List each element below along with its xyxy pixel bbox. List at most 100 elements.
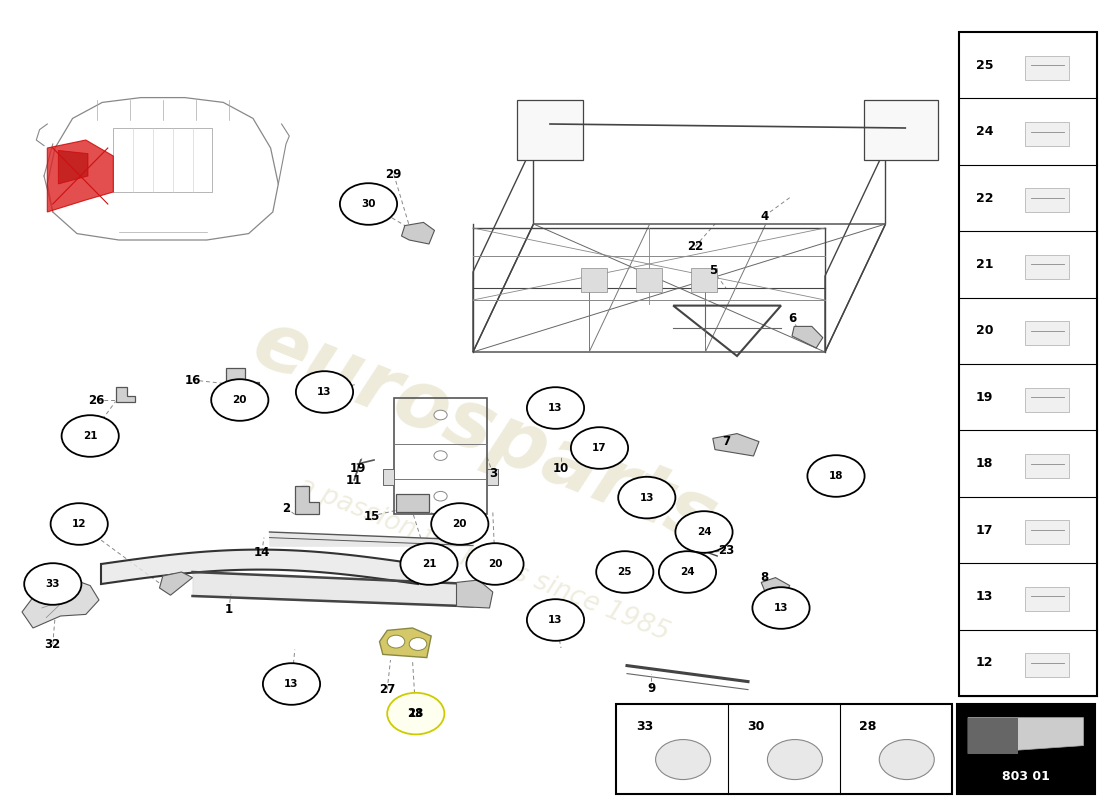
Circle shape (431, 503, 488, 545)
Polygon shape (160, 572, 192, 595)
Circle shape (618, 477, 675, 518)
Text: 33: 33 (45, 579, 60, 589)
Text: 4: 4 (760, 210, 769, 222)
Circle shape (211, 379, 268, 421)
Text: 26: 26 (89, 394, 104, 406)
Text: 15: 15 (364, 510, 380, 522)
Polygon shape (713, 434, 759, 456)
Text: 13: 13 (408, 709, 424, 718)
Bar (383, 469, 394, 485)
Text: 21: 21 (976, 258, 993, 271)
Text: 27: 27 (379, 683, 395, 696)
Text: 20: 20 (976, 324, 993, 338)
Text: 13: 13 (639, 493, 654, 502)
Text: 7: 7 (722, 435, 730, 448)
Bar (394, 398, 487, 514)
Text: 5: 5 (708, 264, 717, 277)
Bar (636, 268, 662, 292)
Bar (959, 32, 1097, 696)
Bar (487, 469, 498, 485)
Text: 13: 13 (548, 403, 563, 413)
Bar (1025, 122, 1069, 146)
Bar (581, 268, 607, 292)
Text: 17: 17 (976, 523, 993, 537)
Text: 22: 22 (976, 191, 993, 205)
Circle shape (340, 183, 397, 225)
Text: 29: 29 (386, 168, 402, 181)
Circle shape (51, 503, 108, 545)
Text: 8: 8 (760, 571, 769, 584)
Text: 13: 13 (284, 679, 299, 689)
Circle shape (387, 635, 405, 648)
Bar (1025, 322, 1069, 346)
Text: 9: 9 (647, 682, 656, 694)
Text: 17: 17 (592, 443, 607, 453)
Circle shape (263, 663, 320, 705)
Text: 25: 25 (976, 58, 993, 72)
Text: 20: 20 (452, 519, 468, 529)
Bar (616, 704, 952, 794)
Text: 12: 12 (976, 656, 993, 670)
Text: 30: 30 (361, 199, 376, 209)
Text: 21: 21 (421, 559, 437, 569)
Circle shape (433, 410, 447, 420)
Circle shape (768, 739, 823, 779)
Text: 19: 19 (976, 390, 993, 404)
Bar (1025, 587, 1069, 611)
Text: 24: 24 (696, 527, 712, 537)
Circle shape (807, 455, 865, 497)
Text: 30: 30 (748, 720, 764, 733)
Circle shape (433, 491, 447, 501)
Text: 13: 13 (976, 590, 993, 603)
Circle shape (466, 543, 524, 585)
Text: 3: 3 (488, 467, 497, 480)
Circle shape (409, 638, 427, 650)
Text: 21: 21 (82, 431, 98, 441)
Text: 25: 25 (617, 567, 632, 577)
Circle shape (62, 415, 119, 457)
Text: 20: 20 (487, 559, 503, 569)
Bar (1025, 521, 1069, 545)
Text: 2: 2 (282, 502, 290, 514)
Text: 1: 1 (224, 603, 233, 616)
Circle shape (24, 563, 81, 605)
Text: 28: 28 (408, 707, 424, 720)
Polygon shape (402, 222, 434, 244)
Text: 22: 22 (688, 240, 703, 253)
Bar (1025, 454, 1069, 478)
Polygon shape (47, 140, 113, 212)
Bar (396, 494, 429, 512)
Bar (691, 268, 717, 292)
Bar (1025, 388, 1069, 412)
Circle shape (296, 371, 353, 413)
Text: 12: 12 (72, 519, 87, 529)
Polygon shape (58, 150, 88, 184)
Bar (1025, 56, 1069, 80)
Circle shape (659, 551, 716, 593)
Text: eurosparts: eurosparts (241, 303, 727, 561)
Text: 11: 11 (346, 474, 362, 486)
Text: 18: 18 (976, 457, 993, 470)
Text: 33: 33 (636, 720, 653, 733)
Circle shape (596, 551, 653, 593)
Polygon shape (456, 580, 493, 608)
Polygon shape (864, 100, 938, 160)
Text: 16: 16 (185, 374, 200, 386)
Bar (1025, 653, 1069, 677)
Polygon shape (226, 368, 258, 392)
Text: 24: 24 (680, 567, 695, 577)
Polygon shape (379, 628, 431, 658)
Text: 13: 13 (773, 603, 789, 613)
Text: 28: 28 (859, 720, 877, 733)
Polygon shape (968, 718, 1018, 754)
Circle shape (527, 387, 584, 429)
Text: a passion for parts since 1985: a passion for parts since 1985 (295, 474, 673, 646)
Text: 803 01: 803 01 (1002, 770, 1049, 782)
Text: 13: 13 (548, 615, 563, 625)
Circle shape (675, 511, 733, 553)
Polygon shape (827, 464, 860, 490)
Text: 14: 14 (254, 546, 270, 558)
Circle shape (656, 739, 711, 779)
Text: 20: 20 (232, 395, 248, 405)
Bar (1025, 255, 1069, 279)
